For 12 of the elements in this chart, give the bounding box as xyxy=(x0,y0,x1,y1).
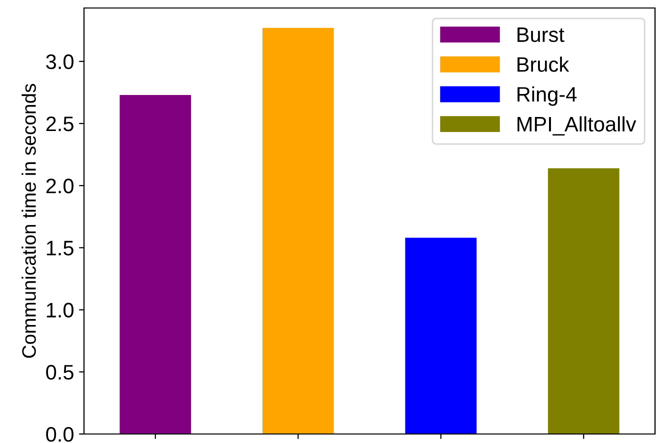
y-tick-label: 0.0 xyxy=(46,427,74,442)
y-tick-label: 1.5 xyxy=(46,240,74,256)
y-tick-label: 1.0 xyxy=(46,302,74,318)
y-tick-label: 3.0 xyxy=(46,54,74,70)
y-tick-label: 2.5 xyxy=(46,116,74,132)
y-axis-title: Communication time in seconds xyxy=(22,84,36,358)
legend-label: MPI_Alltoallv xyxy=(518,116,636,136)
legend-label: Bruck xyxy=(518,56,570,72)
legend-label: Burst xyxy=(518,28,564,42)
y-tick-label: 2.0 xyxy=(46,178,74,194)
y-tick-label: 0.5 xyxy=(46,364,74,380)
legend-label: Ring-4 xyxy=(518,86,577,106)
